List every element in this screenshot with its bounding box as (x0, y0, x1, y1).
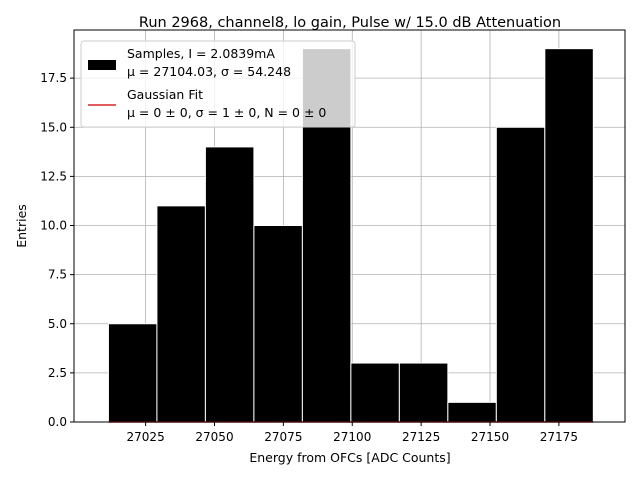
legend-box (80, 40, 356, 128)
legend-samples-stats: μ = 27104.03, σ = 54.248 (127, 64, 291, 79)
histogram-bar (107, 323, 158, 423)
histogram-bar (495, 126, 546, 423)
legend: Samples, I = 2.0839mA μ = 27104.03, σ = … (80, 40, 356, 128)
histogram-bar (253, 225, 303, 423)
x-tick-label: 27100 (333, 430, 371, 444)
y-tick-label: 12.5 (40, 169, 67, 183)
y-tick-label: 17.5 (40, 71, 67, 85)
histogram-bar (447, 401, 497, 423)
x-tick-label: 27175 (540, 430, 578, 444)
y-tick-label: 7.5 (48, 268, 67, 282)
x-axis-label: Energy from OFCs [ADC Counts] (249, 450, 450, 465)
x-tick-label: 27050 (195, 430, 233, 444)
histogram-bar (350, 362, 400, 423)
chart-title: Run 2968, channel8, lo gain, Pulse w/ 15… (139, 15, 561, 31)
y-tick-label: 0.0 (48, 415, 67, 429)
y-axis-ticks: 0.0 2.5 5.0 7.5 10.0 12.5 15.0 17.5 (40, 71, 74, 429)
legend-fit-label: Gaussian Fit (127, 87, 203, 102)
y-tick-label: 10.0 (40, 219, 67, 233)
histogram-bar (544, 48, 594, 423)
y-tick-label: 2.5 (48, 366, 67, 380)
legend-samples-label: Samples, I = 2.0839mA (127, 46, 275, 61)
histogram-bar (156, 205, 206, 423)
x-tick-label: 27125 (402, 430, 440, 444)
histogram-bar (204, 146, 255, 423)
x-tick-label: 27150 (471, 430, 509, 444)
legend-fit-stats: μ = 0 ± 0, σ = 1 ± 0, N = 0 ± 0 (127, 105, 326, 120)
y-tick-label: 5.0 (48, 317, 67, 331)
x-tick-label: 27025 (127, 430, 165, 444)
x-axis-ticks: 27025 27050 27075 27100 27125 27150 27175 (127, 422, 578, 444)
y-tick-label: 15.0 (40, 120, 67, 134)
legend-samples-swatch (88, 60, 116, 70)
x-tick-label: 27075 (264, 430, 302, 444)
histogram-bars (107, 48, 594, 423)
y-axis-label: Entries (14, 204, 29, 248)
histogram-bar (398, 362, 449, 423)
